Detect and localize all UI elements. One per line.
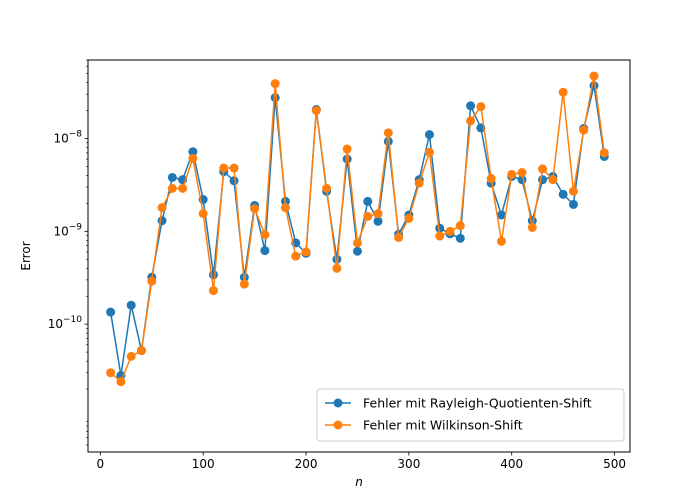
data-point [435, 231, 445, 241]
y-tick-label: 10−10 [48, 315, 83, 331]
data-point [157, 203, 167, 213]
data-point [291, 251, 301, 261]
data-point [486, 174, 496, 184]
data-point [394, 232, 404, 242]
data-point [466, 116, 476, 126]
data-point [373, 209, 383, 219]
legend-label-rayleigh: Fehler mit Rayleigh-Quotienten-Shift [363, 396, 592, 411]
data-point [106, 307, 116, 317]
data-point [270, 93, 280, 103]
series-wilkinson [106, 71, 609, 387]
data-point [229, 176, 239, 186]
data-point [455, 233, 465, 243]
data-point [414, 178, 424, 188]
data-point [260, 246, 270, 256]
data-point [157, 216, 167, 226]
x-tick-label: 300 [397, 457, 420, 471]
data-point [455, 221, 465, 231]
data-point [517, 168, 527, 177]
data-point [332, 254, 342, 264]
data-point [568, 199, 578, 209]
x-tick-label: 100 [192, 457, 215, 471]
x-tick-label: 500 [603, 457, 626, 471]
data-point [496, 210, 506, 220]
data-point [198, 209, 208, 219]
data-point [332, 263, 342, 273]
y-tick-label: 10−8 [53, 129, 82, 145]
data-point [599, 148, 609, 158]
data-point [126, 300, 136, 310]
data-point [342, 144, 352, 154]
data-point [260, 230, 270, 240]
data-point [126, 351, 136, 361]
x-tick-label: 200 [295, 457, 318, 471]
data-point [363, 196, 373, 206]
data-point [208, 286, 218, 296]
data-point [383, 136, 393, 146]
x-axis-ticks: 0 100 200 300 400 500 [97, 452, 626, 471]
data-point [589, 71, 599, 81]
data-point [147, 276, 157, 286]
data-point [507, 169, 517, 179]
data-point [352, 238, 362, 248]
data-point [527, 222, 537, 232]
data-point [558, 87, 568, 97]
data-point [178, 183, 188, 193]
data-point [466, 101, 476, 111]
data-point [558, 189, 568, 199]
data-point [301, 247, 311, 257]
legend-label-wilkinson: Fehler mit Wilkinson-Shift [363, 418, 523, 433]
data-point [496, 236, 506, 246]
y-axis-label: Error [19, 241, 33, 270]
plot-layer [106, 71, 609, 387]
data-point [219, 163, 229, 173]
data-point [239, 279, 249, 289]
x-tick-label: 0 [97, 457, 105, 471]
data-point [229, 163, 239, 173]
y-tick-label: 10−9 [53, 222, 82, 238]
legend: Fehler mit Rayleigh-Quotienten-Shift Feh… [316, 388, 625, 442]
x-axis-label: n [355, 475, 363, 489]
data-point [424, 147, 434, 157]
y-axis-ticks: 10−10 10−9 10−8 [48, 59, 88, 446]
legend-marker-rayleigh [333, 398, 343, 408]
data-point [445, 226, 455, 236]
data-point [280, 203, 290, 213]
data-point [342, 154, 352, 164]
data-point [250, 204, 260, 214]
data-point [404, 213, 414, 223]
legend-marker-wilkinson [333, 420, 343, 430]
plot-frame [87, 59, 631, 453]
data-point [322, 183, 332, 193]
data-point [373, 216, 383, 226]
legend-box [316, 388, 625, 442]
data-point [188, 147, 198, 157]
data-point [476, 102, 486, 112]
data-point [311, 106, 321, 116]
data-point [383, 128, 393, 138]
data-point [270, 79, 280, 89]
data-point [167, 183, 177, 193]
data-point [352, 246, 362, 256]
data-point [538, 164, 548, 174]
data-point [363, 211, 373, 221]
data-point [548, 175, 558, 185]
data-point [568, 186, 578, 196]
data-point [435, 223, 445, 233]
data-point [579, 125, 589, 135]
data-point [136, 346, 146, 356]
x-tick-label: 400 [500, 457, 523, 471]
data-point [116, 377, 126, 387]
data-point [106, 368, 116, 378]
data-point [188, 153, 198, 163]
data-point [167, 172, 177, 182]
data-point [424, 130, 434, 140]
